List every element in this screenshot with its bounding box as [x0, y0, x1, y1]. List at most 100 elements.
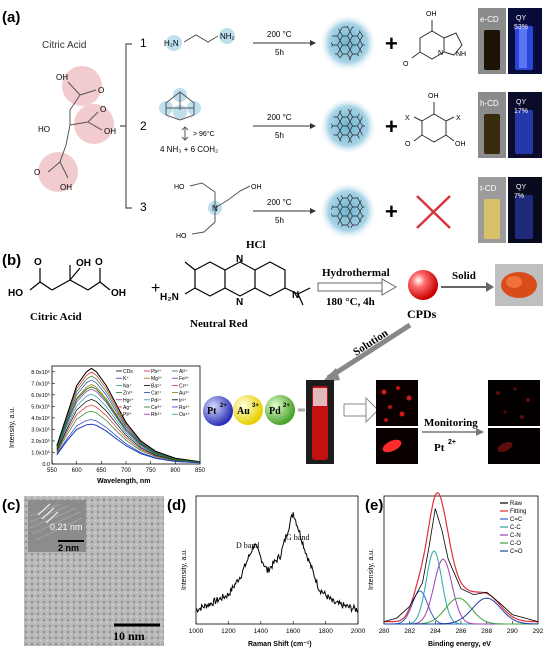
- atom-label: OH: [60, 183, 72, 192]
- vial-photos-route-2: h-CD QY 17%: [478, 92, 542, 158]
- au-ion-ball: [233, 395, 263, 425]
- raman-ylabel: Intensity, a.u.: [181, 549, 188, 590]
- legend-entry: Fitting: [510, 509, 526, 515]
- spectrum-legend: CDs Pb²⁺ Al³⁺ K⁺ Mg²⁺ Fe³⁺ Na⁺ Ba²⁺ Cr³⁺ Zn²⁺ Ca²⁺…: [116, 369, 191, 418]
- y-tick-label: 1.0x10⁵: [31, 449, 50, 456]
- xps-chart: 280 282 284 286 288 290 292 Raw Fitting C=C C-C C-…: [368, 492, 544, 648]
- spectrum-series-line: [56, 423, 201, 464]
- triethanolamine-structure: N HO OH HO: [174, 182, 262, 240]
- precursor-note: > 96°C: [193, 130, 215, 138]
- panel-d-label: (d): [167, 497, 186, 514]
- legend-entry: Fe³⁺: [179, 376, 190, 382]
- atom-label: H₂N: [160, 292, 179, 303]
- atom-label: NH₂: [220, 32, 235, 41]
- x-tick-label: 280: [379, 628, 390, 635]
- ipca-structure: [411, 20, 463, 60]
- monitor-ion: Pt: [434, 442, 445, 454]
- raman-x-ticks: 1000 1200 1400 1600 1800 2000: [189, 621, 366, 635]
- legend-entry: Pt²⁺: [123, 412, 132, 418]
- equilibrium-arrow: [181, 126, 189, 141]
- atom-label: N: [236, 297, 243, 308]
- hrtem-inset: [28, 500, 86, 552]
- product-name: h-CD: [480, 99, 499, 108]
- spectrum-series-line: [56, 393, 201, 463]
- carbon-dot-sphere: [320, 183, 376, 239]
- ion-label: Pd: [269, 406, 281, 417]
- x-tick-label: 550: [47, 468, 58, 474]
- panel-b-label: (b): [2, 252, 21, 269]
- qy-value: 7%: [514, 193, 524, 200]
- hollow-arrow-cells: [343, 396, 379, 424]
- legend-entry: C-N: [510, 533, 521, 539]
- condition-temp: 200 °C: [267, 198, 292, 207]
- atom-label: HO: [38, 125, 50, 134]
- neutral-red-label: Neutral Red: [190, 318, 248, 330]
- legend-entry: Ca²⁺: [151, 391, 162, 397]
- xps-fitting-curve: [384, 492, 538, 623]
- xps-frame: [383, 495, 539, 625]
- x-tick-label: 800: [170, 468, 181, 474]
- scale-bar-label: 10 nm: [113, 629, 145, 643]
- atom-label: OH: [426, 11, 437, 18]
- x-tick-label: 2000: [351, 628, 366, 635]
- atom-label: OH: [111, 288, 126, 299]
- y-tick-label: 2.0x10⁵: [31, 438, 50, 445]
- atom-label: HO: [8, 288, 23, 299]
- qy-value: 53%: [514, 24, 528, 31]
- spectrum-x-ticks: 550 600 650 700 750 800 850: [47, 461, 206, 474]
- atom-label: O: [403, 61, 409, 68]
- arrow-condition-bottom: 180 °C, 4h: [326, 296, 375, 308]
- atom-label: O: [34, 257, 42, 268]
- spectrum-series-line: [56, 367, 201, 463]
- monitoring-label: Monitoring: [424, 417, 478, 429]
- cell-images-before: [376, 380, 418, 464]
- cpd-sphere: [408, 270, 438, 300]
- x-tick-label: 1200: [221, 628, 236, 635]
- legend-entry: Ba²⁺: [151, 383, 162, 389]
- x-tick-label: 700: [121, 468, 132, 474]
- atom-label: X: [456, 115, 461, 122]
- plus-sign: +: [151, 280, 160, 297]
- atom-label: N: [212, 204, 218, 213]
- hexamine-structure: > 96°C 4 NH₃ + 6 COH₂: [159, 88, 218, 154]
- legend-entry: Al³⁺: [179, 369, 188, 375]
- spectrum-y-ticks: 0.0 1.0x10⁵ 2.0x10⁵ 3.0x10⁵ 4.0x10⁵ 5.0x10⁵ 6.…: [31, 369, 55, 468]
- ion-charge: 3+: [252, 403, 259, 409]
- x-tick-label: 650: [96, 468, 107, 474]
- x-tick-label: 1800: [318, 628, 333, 635]
- plus-sign: +: [385, 199, 398, 224]
- solid-powder-photo: [495, 264, 543, 306]
- inset-scale-label: 2 nm: [58, 543, 79, 553]
- xps-curves: [383, 492, 539, 625]
- spectrum-lines: [56, 367, 201, 464]
- d-band-label: D band: [236, 541, 259, 550]
- atom-label: O: [34, 168, 40, 177]
- plus-sign: +: [385, 114, 398, 139]
- xps-legend: Raw Fitting C=C C-C C-N C-O C=O: [500, 501, 526, 555]
- product-name: e-CD: [480, 15, 499, 24]
- legend-entry: Mg²⁺: [151, 376, 163, 382]
- legend-entry: Ru³⁺: [179, 405, 190, 411]
- legend-entry: Raw: [510, 501, 523, 507]
- no-fluorophore-cross: [416, 195, 451, 229]
- x-tick-label: 282: [404, 628, 415, 635]
- atom-label: OH: [455, 141, 466, 148]
- y-tick-label: 3.0x10⁵: [31, 426, 50, 433]
- atom-label: O: [98, 86, 104, 95]
- y-tick-label: 4.0x10⁵: [31, 415, 50, 422]
- route-number: 1: [140, 36, 147, 50]
- ion-label: Au: [237, 406, 250, 417]
- solution-arrow: [322, 322, 412, 382]
- spectrum-series-line: [56, 410, 201, 463]
- arrow-condition-top: Hydrothermal: [322, 267, 390, 279]
- atom-label: H₂N: [164, 39, 179, 48]
- citric-acid-structure-b: [29, 265, 111, 291]
- neutral-red-structure: [184, 261, 311, 306]
- ion-charge: 2+: [220, 403, 227, 409]
- atom-label: O: [405, 141, 411, 148]
- citric-acid-label-b: Citric Acid: [30, 311, 82, 323]
- x-tick-label: 850: [195, 468, 206, 474]
- precursor-products: 4 NH₃ + 6 COH₂: [160, 145, 218, 154]
- citric-acid-structure-a: Citric Acid OH O O OH HO O OH: [34, 40, 116, 192]
